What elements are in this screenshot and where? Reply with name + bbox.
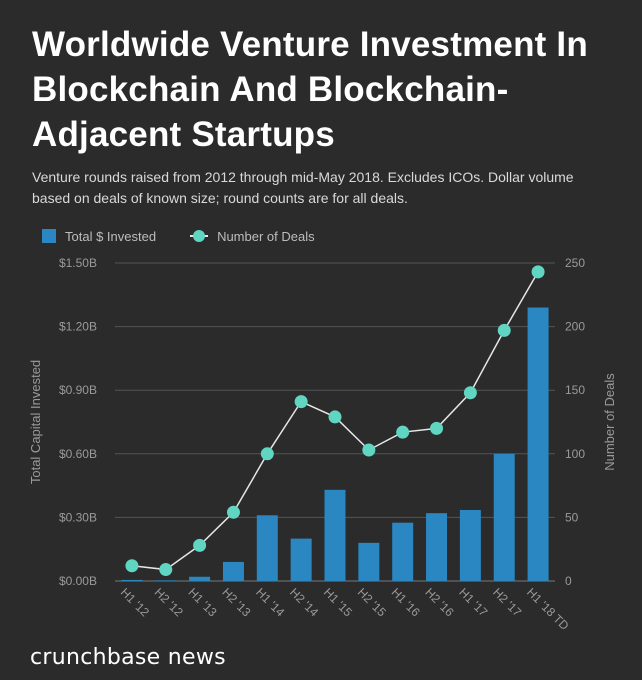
x-tick-label: H2 '17 xyxy=(490,585,524,619)
legend: Total $ Invested Number of Deals xyxy=(42,228,349,244)
x-tick-label: H1 '18 TD xyxy=(524,585,572,633)
y2-tick-label: 50 xyxy=(565,510,579,524)
legend-label-invested: Total $ Invested xyxy=(65,228,157,244)
y2-tick-label: 200 xyxy=(565,320,585,334)
bar xyxy=(493,453,515,581)
deal-point xyxy=(430,421,444,435)
deal-point xyxy=(125,559,139,573)
x-tick-label: H2 '14 xyxy=(287,585,321,619)
chart-plot: $0.00B $0.30B $0.60B $0.90B $1.20B $1.50B 0 50 1… xyxy=(28,256,617,633)
x-tick-label: H2 '13 xyxy=(219,585,253,619)
bar xyxy=(358,542,380,581)
bar xyxy=(324,489,346,581)
x-tick-label: H2 '15 xyxy=(355,585,389,619)
bar xyxy=(459,509,481,581)
bar xyxy=(155,580,177,582)
deal-point xyxy=(193,538,207,552)
deal-point xyxy=(294,395,308,409)
x-tick-label: H1 '12 xyxy=(118,585,152,619)
x-tick-label: H1 '15 xyxy=(321,585,355,619)
chart-subtitle: Venture rounds raised from 2012 through … xyxy=(32,169,574,206)
deal-point xyxy=(396,425,410,439)
bar xyxy=(222,561,244,581)
deal-point xyxy=(497,323,511,337)
bar xyxy=(290,538,312,581)
x-tick-label: H1 '14 xyxy=(253,585,287,619)
y2-tick-label: 150 xyxy=(565,383,585,397)
chart-title: Worldwide Venture Investment In Blockcha… xyxy=(32,25,588,154)
x-tick-label: H1 '13 xyxy=(185,585,219,619)
x-tick-label: H2 '12 xyxy=(152,585,186,619)
bar xyxy=(121,579,143,581)
bar xyxy=(426,513,448,581)
deal-point xyxy=(226,505,240,519)
y-tick-label: $0.60B xyxy=(59,447,97,461)
legend-swatch-bar xyxy=(42,229,56,243)
deal-point xyxy=(159,563,173,577)
deal-point xyxy=(531,265,545,279)
legend-label-deals: Number of Deals xyxy=(217,228,315,244)
x-tick-label: H1 '16 xyxy=(389,585,423,619)
y2-tick-label: 250 xyxy=(565,256,585,270)
bar xyxy=(527,307,549,581)
y2-tick-label: 100 xyxy=(565,447,585,461)
deal-point xyxy=(328,410,342,424)
legend-swatch-line xyxy=(190,229,209,243)
deal-point xyxy=(463,386,477,400)
bar xyxy=(392,522,414,581)
y-tick-label: $1.20B xyxy=(59,320,97,334)
x-tick-label: H1 '17 xyxy=(456,585,490,619)
deal-point xyxy=(260,447,274,461)
y-axis-title: Total Capital Invested xyxy=(28,360,43,484)
deal-point xyxy=(362,443,376,457)
y-tick-label: $1.50B xyxy=(59,256,97,270)
legend-item-invested: Total $ Invested xyxy=(42,229,156,244)
y-tick-label: $0.90B xyxy=(59,383,97,397)
brand-logo: crunchbase news xyxy=(30,645,226,670)
y2-tick-label: 0 xyxy=(565,574,572,588)
bar xyxy=(189,576,211,581)
legend-item-deals: Number of Deals xyxy=(190,229,315,244)
x-tick-label: H2 '16 xyxy=(422,585,456,619)
y-tick-label: $0.30B xyxy=(59,510,97,524)
y2-axis-title: Number of Deals xyxy=(602,373,617,471)
bar xyxy=(256,515,278,581)
y-tick-label: $0.00B xyxy=(59,574,97,588)
